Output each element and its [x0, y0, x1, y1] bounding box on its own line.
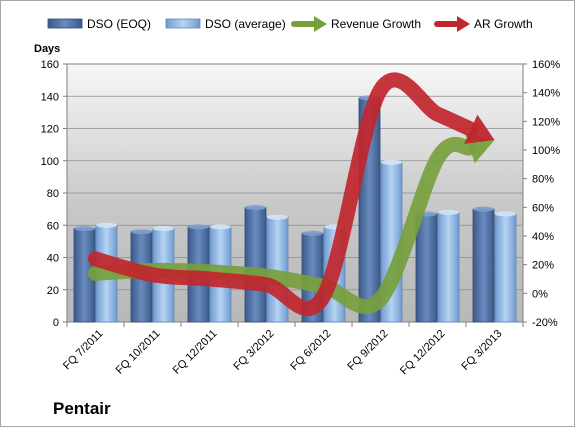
right-axis-tick-label: 0% [532, 288, 548, 300]
left-axis-tick-label: 100 [41, 156, 59, 168]
bar-cap-dso-average [495, 211, 516, 217]
bar-cap-dso-average [153, 225, 174, 231]
legend-swatch-ar-growth [434, 16, 470, 32]
x-axis-label: FQ 7/2011 [61, 328, 106, 373]
right-axis-ticks: -20% 0% 20% 40% 60% 80% 100% 120% 140% 160% [523, 59, 560, 329]
arrow-line-ar-growth [88, 72, 479, 317]
bar-dso-eoq [244, 207, 267, 323]
right-axis-tick-label: -20% [532, 317, 558, 329]
right-axis-tick-label: 160% [532, 59, 560, 71]
x-axis-label: FQ 10/2011 [114, 328, 163, 377]
x-axis-label: FQ 12/2011 [171, 328, 220, 377]
left-axis-tick-label: 40 [47, 253, 59, 265]
arrow-head-ar-growth [464, 114, 495, 144]
left-axis-ticks: 0 20 40 60 80 100 120 140 160 [41, 59, 67, 329]
left-axis-tick-label: 80 [47, 188, 59, 200]
legend-swatch-dso-eoq [47, 18, 83, 29]
legend-swatch-dso-average [165, 18, 201, 29]
bar-dso-average [494, 213, 517, 323]
x-axis-label: FQ 9/2012 [345, 328, 390, 373]
company-name: Pentair [53, 399, 111, 418]
legend-label-dso-eoq: DSO (EOQ) [87, 17, 151, 31]
bar-cap-dso-average [438, 209, 459, 215]
legend-label-dso-average: DSO (average) [205, 17, 286, 31]
x-axis-label: FQ 3/2013 [459, 328, 504, 373]
bar-dso-eoq [472, 208, 495, 323]
right-axis-tick-label: 20% [532, 260, 554, 272]
bar-cap-dso-average [381, 159, 402, 165]
left-axis-tick-label: 120 [41, 124, 59, 136]
left-axis-tick-label: 160 [41, 59, 59, 71]
bar-cap-dso-eoq [245, 205, 266, 211]
x-axis-labels: FQ 7/2011 FQ 10/2011 FQ 12/2011 FQ 3/2012 FQ… [61, 328, 505, 378]
left-axis-tick-label: 140 [41, 91, 59, 103]
x-axis-label: FQ 6/2012 [288, 328, 333, 373]
bar-cap-dso-eoq [188, 224, 209, 230]
left-axis-tick-label: 20 [47, 285, 59, 297]
legend-label-ar-growth: AR Growth [474, 17, 533, 31]
bar-cap-dso-average [267, 214, 288, 220]
left-axis-tick-label: 0 [53, 317, 59, 329]
left-axis-tick-label: 60 [47, 220, 59, 232]
x-axis-label: FQ 12/2012 [398, 328, 448, 378]
right-axis-tick-label: 100% [532, 145, 560, 157]
x-axis-label: FQ 3/2012 [231, 328, 276, 373]
right-axis-tick-label: 140% [532, 88, 560, 100]
bar-cap-dso-eoq [131, 229, 152, 235]
right-axis-tick-label: 80% [532, 174, 554, 186]
bar-cap-dso-average [210, 224, 231, 230]
bar-cap-dso-average [96, 222, 117, 228]
bar-cap-dso-eoq [302, 230, 323, 236]
bar-cap-dso-eoq [473, 206, 494, 212]
bar-series [73, 95, 517, 323]
legend-swatch-revenue-growth [291, 16, 327, 32]
right-axis-tick-label: 40% [532, 231, 554, 243]
legend-label-revenue-growth: Revenue Growth [331, 17, 421, 31]
right-axis-tick-label: 120% [532, 116, 560, 128]
growth-arrows [88, 72, 495, 317]
legend: DSO (EOQ) DSO (average) Revenue Growth A… [47, 16, 533, 32]
bar-dso-average [437, 211, 460, 323]
bar-cap-dso-eoq [74, 225, 95, 231]
bar-dso-eoq [415, 213, 438, 323]
right-axis-tick-label: 60% [532, 202, 554, 214]
left-axis-title: Days [34, 43, 60, 55]
x-tick-marks [66, 322, 524, 327]
